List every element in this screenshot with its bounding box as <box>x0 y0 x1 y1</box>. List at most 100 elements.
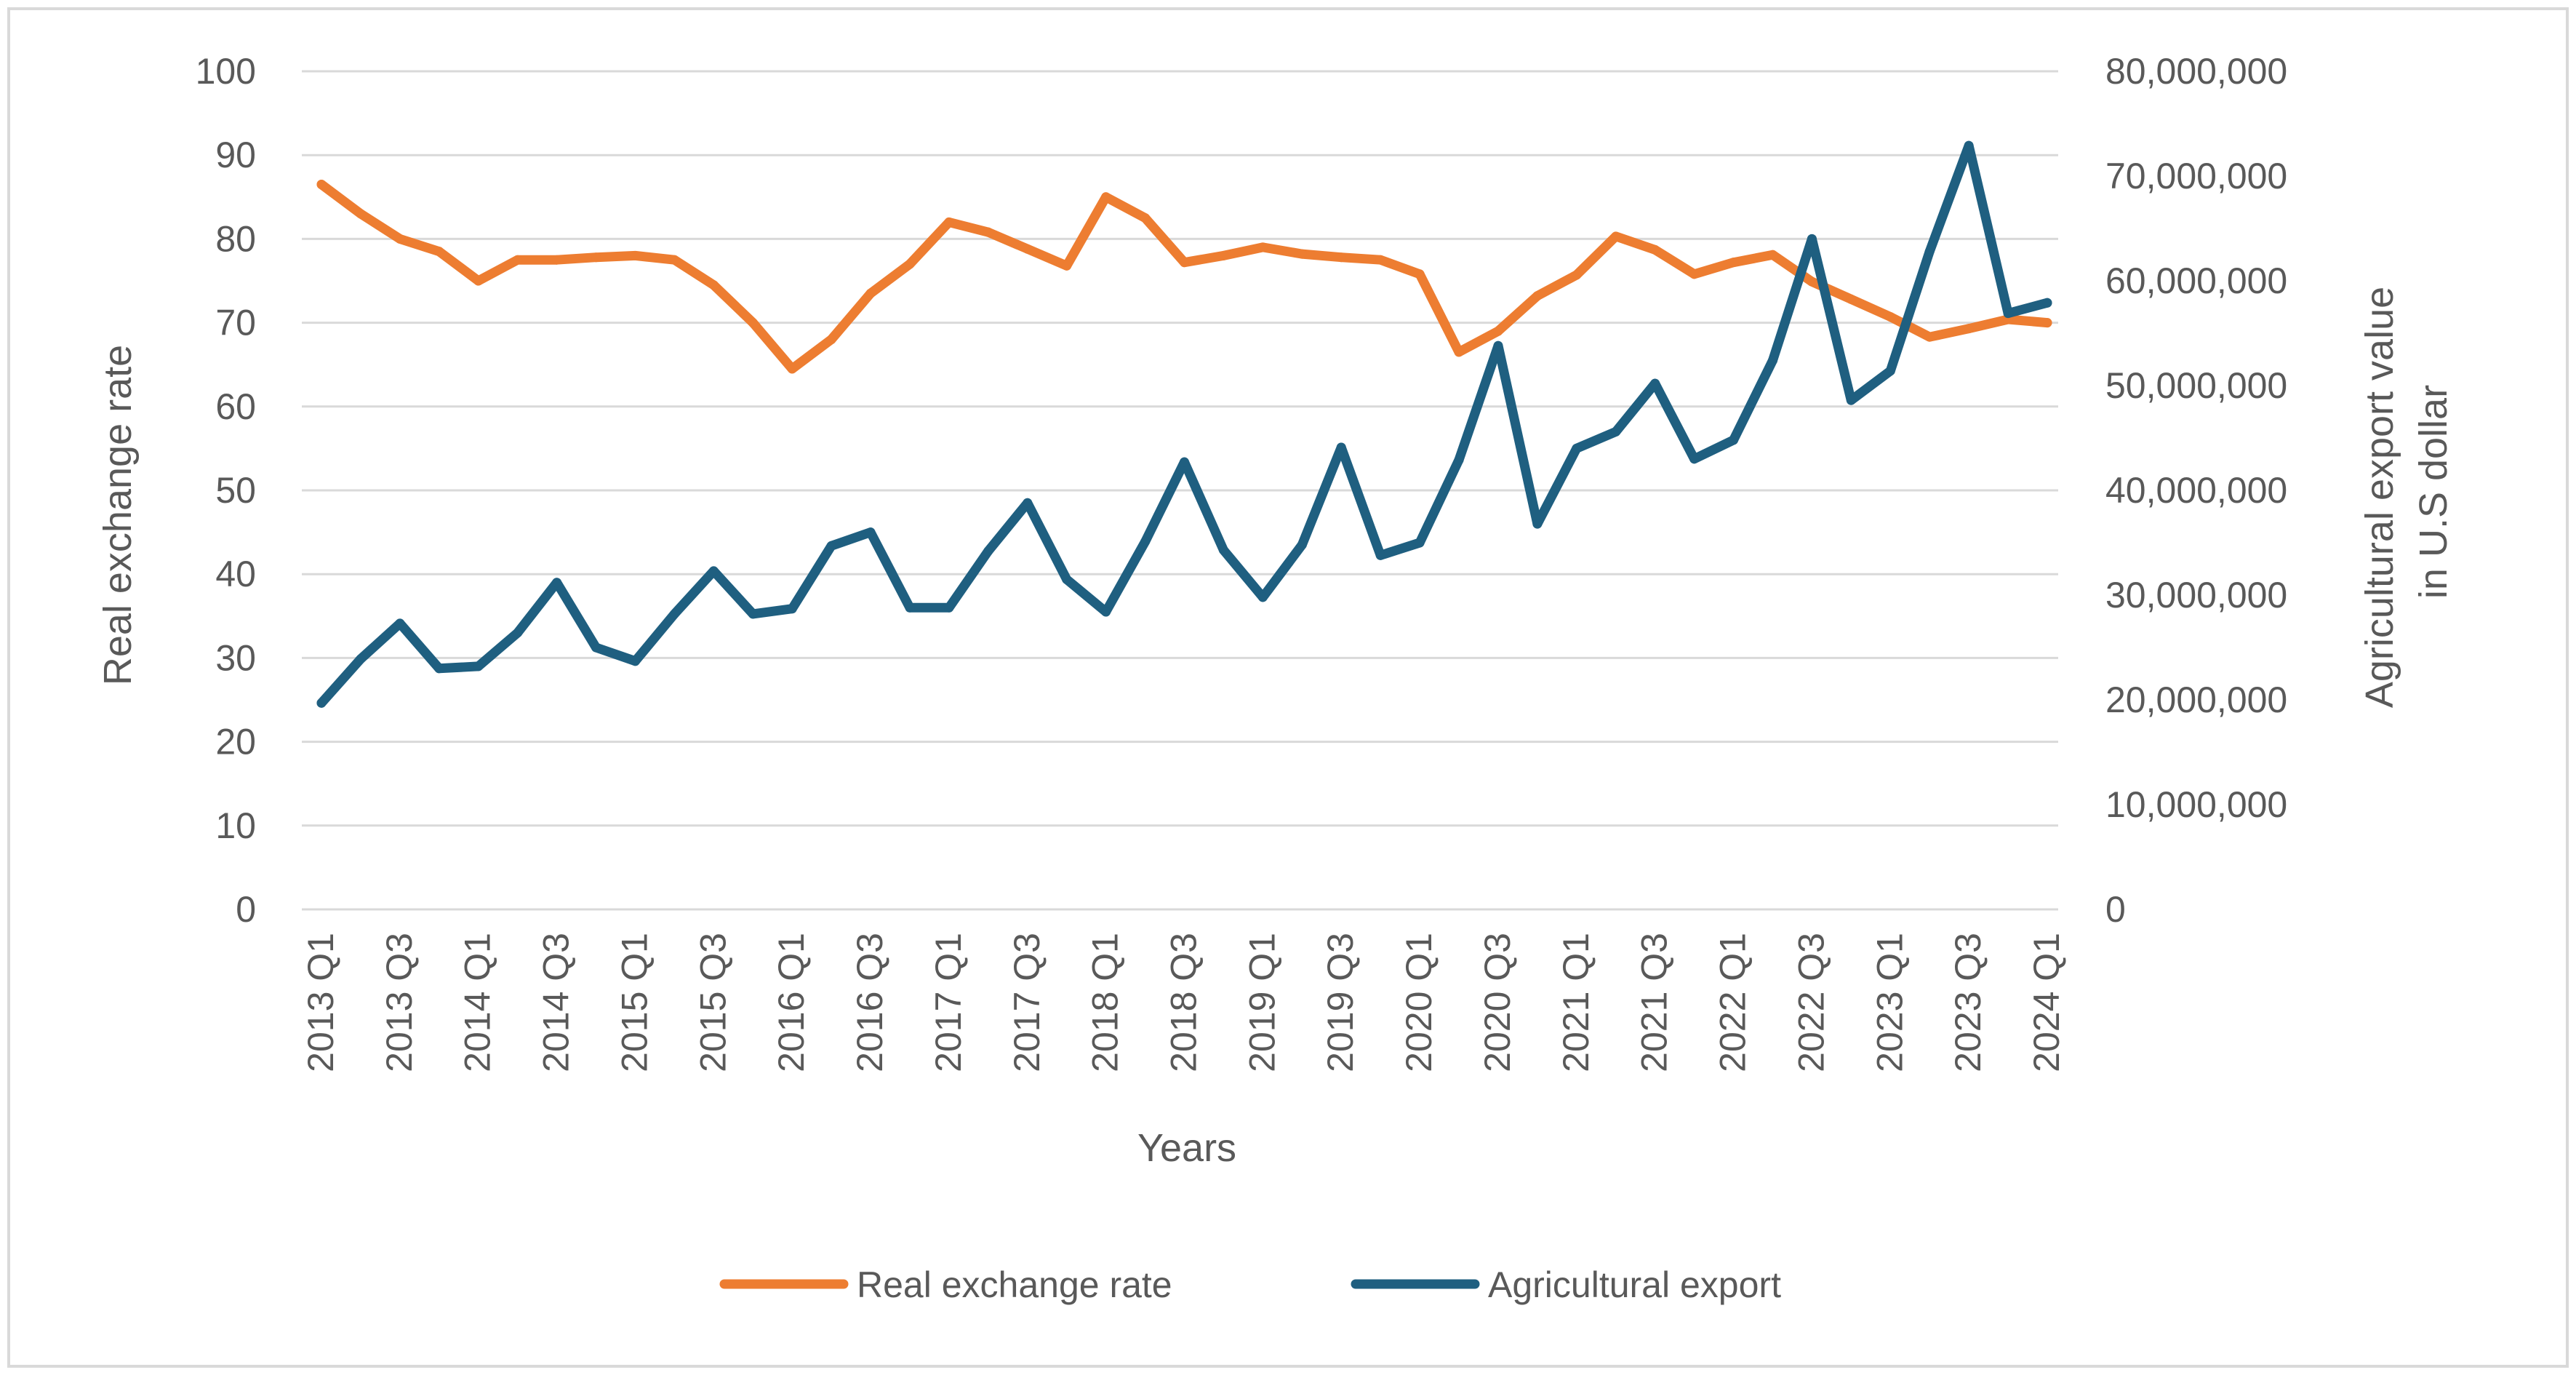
data-point <box>1297 540 1307 550</box>
data-point <box>983 546 993 557</box>
data-point <box>1807 234 1817 244</box>
data-point <box>1375 255 1385 265</box>
data-point <box>1650 378 1660 388</box>
data-point <box>1062 574 1072 584</box>
data-point <box>2042 298 2052 308</box>
right-tick-label: 10,000,000 <box>2105 784 2287 825</box>
data-point <box>1023 498 1033 508</box>
x-tick-label: 2015 Q1 <box>614 933 655 1072</box>
data-point <box>669 255 679 265</box>
data-point <box>1415 538 1425 548</box>
x-tick-label: 2013 Q3 <box>379 933 420 1072</box>
data-point <box>316 180 327 190</box>
x-tick-label: 2023 Q3 <box>1948 933 1988 1072</box>
series-layer <box>316 140 2052 708</box>
data-point <box>1454 455 1464 465</box>
data-point <box>1689 269 1700 279</box>
right-tick-label: 0 <box>2105 889 2126 930</box>
left-tick-label: 10 <box>215 805 256 846</box>
x-axis-title: Years <box>1137 1126 1236 1170</box>
data-point <box>1611 231 1621 242</box>
x-tick-label: 2016 Q1 <box>771 933 812 1072</box>
data-point <box>1493 340 1503 351</box>
data-point <box>2042 318 2052 328</box>
data-point <box>473 661 484 671</box>
x-tick-label: 2019 Q3 <box>1320 933 1361 1072</box>
right-axis-title-line-2: in U.S dollar <box>2412 385 2455 599</box>
data-point <box>787 364 797 374</box>
right-tick-label: 80,000,000 <box>2105 51 2287 92</box>
data-point <box>1415 269 1425 279</box>
right-axis-ticks: 0 10,000,000 20,000,000 30,000,000 40,000,00… <box>2105 51 2287 930</box>
x-tick-label: 2020 Q1 <box>1399 933 1439 1072</box>
data-point <box>513 628 523 638</box>
data-point <box>1101 192 1111 202</box>
data-point <box>591 642 601 653</box>
data-point <box>434 663 444 674</box>
data-point <box>1964 324 1974 334</box>
right-tick-label: 50,000,000 <box>2105 365 2287 406</box>
x-axis-ticks: 2013 Q1 2013 Q3 2014 Q1 2014 Q3 2015 Q1 2015 … <box>300 933 2067 1072</box>
right-tick-label: 70,000,000 <box>2105 156 2287 196</box>
data-point <box>1140 537 1151 547</box>
data-point <box>1611 426 1621 437</box>
data-point <box>356 654 366 664</box>
right-axis-title: Agricultural export value in U.S dollar <box>2358 276 2455 708</box>
data-point <box>826 335 836 345</box>
data-point <box>1336 442 1346 453</box>
x-tick-label: 2021 Q1 <box>1556 933 1596 1072</box>
x-tick-label: 2020 Q3 <box>1477 933 1518 1072</box>
data-point <box>1924 247 1935 257</box>
data-point <box>316 698 327 708</box>
data-point <box>944 602 954 613</box>
x-tick-label: 2014 Q1 <box>457 933 498 1072</box>
data-point <box>513 255 523 265</box>
x-tick-label: 2021 Q3 <box>1634 933 1675 1072</box>
right-tick-label: 30,000,000 <box>2105 575 2287 615</box>
data-point <box>865 527 876 538</box>
data-point <box>944 217 954 227</box>
data-point <box>983 227 993 237</box>
data-point <box>630 656 640 666</box>
data-point <box>1532 291 1543 301</box>
data-point <box>708 566 719 576</box>
left-axis-ticks: 0 10 20 30 40 50 60 70 80 90 100 <box>196 51 256 930</box>
left-tick-label: 90 <box>215 135 256 175</box>
data-point <box>826 541 836 551</box>
data-point <box>1729 258 1739 268</box>
legend-label: Agricultural export <box>1488 1264 1781 1305</box>
left-tick-label: 0 <box>236 889 256 930</box>
right-tick-label: 40,000,000 <box>2105 470 2287 511</box>
data-point <box>1454 347 1464 357</box>
data-point <box>1885 366 1895 376</box>
data-point <box>1650 244 1660 255</box>
left-tick-label: 100 <box>196 51 256 92</box>
data-point <box>1689 454 1700 464</box>
data-point <box>1846 395 1856 405</box>
data-point <box>1729 435 1739 445</box>
data-point <box>1336 252 1346 263</box>
x-tick-label: 2018 Q1 <box>1085 933 1126 1072</box>
data-point <box>748 318 758 328</box>
x-tick-label: 2016 Q3 <box>849 933 890 1072</box>
data-point <box>1257 242 1268 252</box>
data-point <box>1218 250 1228 260</box>
data-point <box>2003 308 2013 319</box>
data-point <box>395 234 405 244</box>
x-tick-label: 2024 Q1 <box>2026 933 2067 1072</box>
left-tick-label: 20 <box>215 722 256 762</box>
data-point <box>787 604 797 614</box>
data-point <box>1846 294 1856 304</box>
x-tick-label: 2015 Q3 <box>692 933 733 1072</box>
data-point <box>1767 250 1777 260</box>
left-axis-title: Real exchange rate <box>96 345 140 685</box>
data-point <box>473 276 484 286</box>
data-point <box>1101 607 1111 617</box>
x-tick-label: 2018 Q3 <box>1164 933 1204 1072</box>
data-point <box>708 280 719 290</box>
data-point <box>1257 592 1268 602</box>
data-point <box>1767 355 1777 365</box>
x-tick-label: 2019 Q1 <box>1241 933 1282 1072</box>
